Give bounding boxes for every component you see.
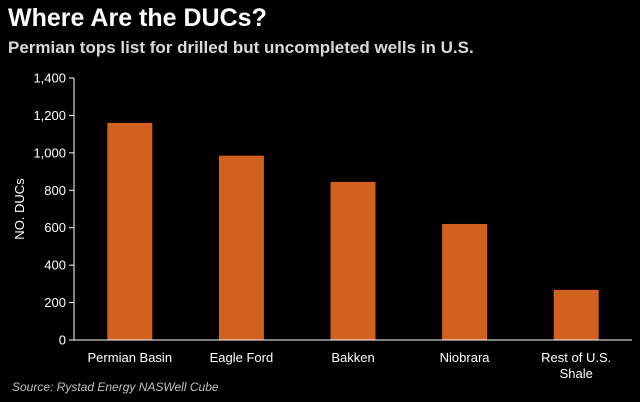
y-tick-label: 1,200 bbox=[33, 108, 66, 123]
source-note: Source: Rystad Energy NASWell Cube bbox=[12, 380, 219, 394]
bar bbox=[442, 223, 488, 340]
bar bbox=[218, 155, 264, 340]
x-tick-label: Niobrara bbox=[440, 350, 491, 365]
chart-subtitle: Permian tops list for drilled but uncomp… bbox=[8, 38, 474, 57]
chart-title: Where Are the DUCs? bbox=[8, 4, 267, 32]
y-tick-label: 400 bbox=[44, 258, 66, 273]
x-tick-label: Rest of U.S. Shale bbox=[541, 350, 611, 381]
y-tick-label: 200 bbox=[44, 295, 66, 310]
bar bbox=[553, 289, 599, 340]
y-axis-title: NO. DUCs bbox=[12, 178, 27, 240]
x-tick-label: Bakken bbox=[331, 350, 374, 365]
y-tick-label: 800 bbox=[44, 183, 66, 198]
bar bbox=[330, 181, 376, 340]
bar bbox=[107, 122, 153, 341]
x-tick-label: Eagle Ford bbox=[210, 350, 274, 365]
x-tick-label: Permian Basin bbox=[88, 350, 173, 365]
y-tick-label: 1,400 bbox=[33, 71, 66, 86]
y-tick-label: 600 bbox=[44, 220, 66, 235]
y-tick-label: 0 bbox=[59, 333, 66, 348]
y-tick-label: 1,000 bbox=[33, 145, 66, 160]
